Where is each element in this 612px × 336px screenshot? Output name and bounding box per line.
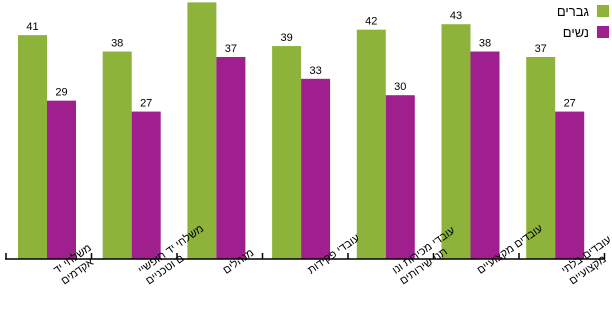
bar-women <box>555 111 585 259</box>
bar-women <box>301 78 331 259</box>
value-label: 33 <box>309 65 321 77</box>
bar-women <box>470 51 500 259</box>
bar-men <box>18 35 47 259</box>
bar-men <box>526 56 556 260</box>
bar-women <box>47 100 76 259</box>
x-axis <box>5 253 606 260</box>
value-label: 27 <box>564 98 576 110</box>
bar-men <box>356 29 386 260</box>
bar-women <box>385 95 415 259</box>
value-label: 30 <box>394 81 406 93</box>
value-label: 38 <box>111 38 123 50</box>
legend-swatch-women <box>597 26 609 38</box>
bar-women <box>131 111 161 259</box>
value-label: 27 <box>140 98 152 110</box>
value-label: 37 <box>535 43 547 55</box>
legend-label-women: נשים <box>563 25 589 40</box>
value-label: 39 <box>280 32 292 44</box>
value-label: 38 <box>479 38 491 50</box>
bar-men <box>102 51 132 259</box>
legend-label-men: גברים <box>557 4 590 19</box>
bar-men <box>187 2 217 259</box>
value-label: 41 <box>26 21 38 33</box>
value-label: 29 <box>55 87 67 99</box>
bars <box>18 2 585 260</box>
legend-swatch-men <box>597 5 609 17</box>
value-label: 37 <box>225 43 237 55</box>
value-label: 43 <box>450 10 462 22</box>
value-labels: 4129382747373933423043383727 <box>26 0 575 110</box>
bar-women <box>216 56 246 260</box>
value-label: 42 <box>365 16 377 28</box>
bar-men <box>441 24 471 259</box>
legend: גברים נשים <box>557 4 609 40</box>
bar-men <box>272 46 302 260</box>
